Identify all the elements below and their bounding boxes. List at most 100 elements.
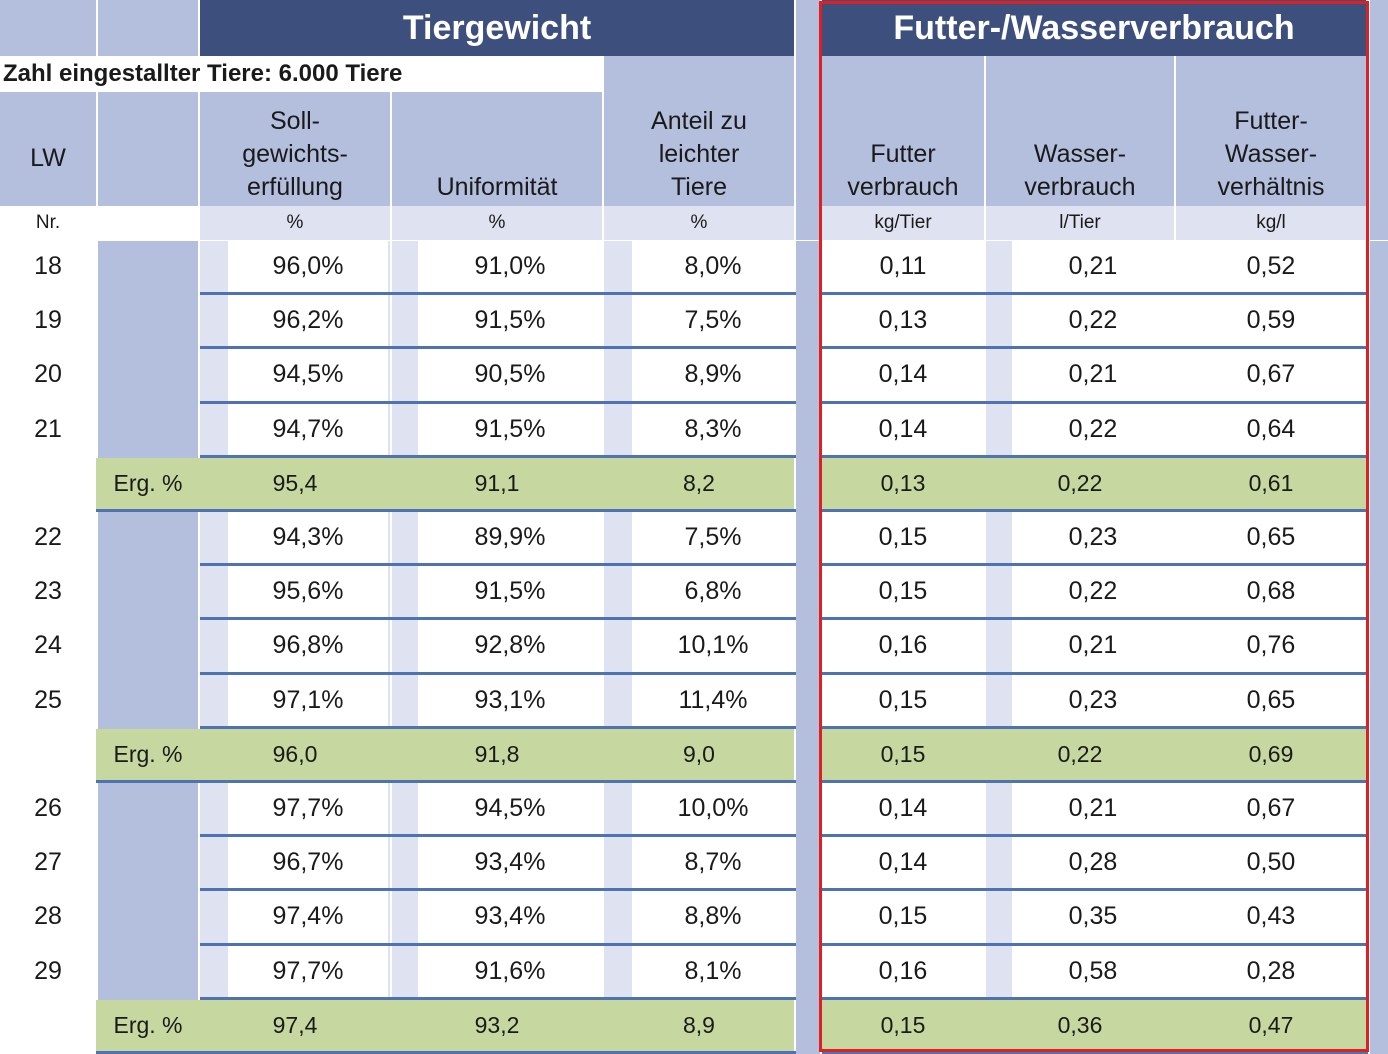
cell-anteil: 8,7% (632, 837, 794, 889)
row-divider (392, 400, 604, 404)
row-divider (392, 563, 604, 567)
cell-wasser: 0,22 (1012, 566, 1174, 618)
table-row: 20 94,5% 90,5% 8,9% 0,14 0,21 0,67 (0, 349, 1388, 404)
row-right-edge (1370, 620, 1388, 675)
cell-anteil: 8,8% (632, 891, 794, 943)
row-divider (200, 346, 392, 350)
row-right-edge (1370, 783, 1388, 838)
unit-soll: % (200, 206, 390, 240)
row-divider (1176, 292, 1368, 296)
row-divider (986, 617, 1176, 621)
title-bar-left-lbl (98, 0, 198, 56)
label-column (98, 783, 198, 838)
cell-futter: 0,15 (822, 512, 984, 564)
cell-verh: 0,28 (1176, 945, 1366, 997)
row-divider (986, 454, 1176, 458)
cell-wasser: 0,28 (1012, 837, 1174, 889)
row-divider (392, 888, 604, 892)
row-right-edge (1370, 999, 1388, 1054)
row-gap (796, 674, 820, 729)
row-divider (604, 563, 796, 567)
label-column (98, 620, 198, 675)
row-divider (986, 942, 1176, 946)
row-divider (1176, 996, 1368, 1000)
label-column (98, 295, 198, 350)
row-right-edge (1370, 403, 1388, 458)
row-divider (200, 454, 392, 458)
row-divider (200, 400, 392, 404)
row-divider (392, 834, 604, 838)
summary-band-right (822, 728, 1366, 780)
unit-nr: Nr. (0, 206, 96, 240)
label-column (98, 349, 198, 404)
row-divider (392, 725, 604, 729)
row-divider (392, 671, 604, 675)
unit-futter: kg/Tier (822, 206, 984, 240)
summary-cell-verh: 0,69 (1248, 740, 1294, 767)
lw-number: 18 (0, 241, 96, 293)
summary-cell-soll: 97,4 (272, 1011, 318, 1038)
lw-number: 21 (0, 403, 96, 455)
row-divider (604, 888, 796, 892)
row-divider (986, 563, 1176, 567)
label-column (98, 403, 198, 458)
cell-anteil: 6,8% (632, 566, 794, 618)
row-divider (392, 617, 604, 621)
cell-futter: 0,14 (822, 783, 984, 835)
summary-cell-verh: 0,47 (1248, 1011, 1294, 1038)
row-divider (604, 617, 796, 621)
row-divider (986, 292, 1176, 296)
cell-soll: 96,7% (228, 837, 388, 889)
table-row: 18 96,0% 91,0% 8,0% 0,11 0,21 0,52 (0, 241, 1388, 296)
cell-anteil: 8,9% (632, 349, 794, 401)
label-column (98, 674, 198, 729)
summary-cell-wasser: 0,36 (1057, 1011, 1103, 1038)
row-divider (200, 834, 392, 838)
cell-verh: 0,50 (1176, 837, 1366, 889)
row-divider (822, 400, 986, 404)
unit-wasser: l/Tier (986, 206, 1174, 240)
row-gap (796, 728, 820, 783)
row-divider (200, 617, 392, 621)
row-divider (822, 725, 986, 729)
summary-cell-uniform: 91,8 (474, 740, 520, 767)
cell-uniform: 89,9% (418, 512, 602, 564)
row-right-edge (1370, 241, 1388, 296)
cell-futter: 0,14 (822, 403, 984, 455)
row-gap (796, 837, 820, 892)
units-right-edge (1370, 206, 1388, 240)
cell-uniform: 94,5% (418, 783, 602, 835)
row-right-edge (1370, 945, 1388, 1000)
cell-futter: 0,16 (822, 620, 984, 672)
cell-soll: 94,7% (228, 403, 388, 455)
header-wasser: Wasser- verbrauch (1024, 140, 1136, 201)
summary-band-left (96, 999, 794, 1051)
table-row: 19 96,2% 91,5% 7,5% 0,13 0,22 0,59 (0, 295, 1388, 350)
row-divider (392, 996, 604, 1000)
row-right-edge (1370, 837, 1388, 892)
summary-band-right (822, 999, 1366, 1051)
summary-cell-wasser: 0,22 (1057, 740, 1103, 767)
row-right-edge (1370, 891, 1388, 946)
summary-cell-uniform: 91,1 (474, 469, 520, 496)
cell-verh: 0,59 (1176, 295, 1366, 347)
cell-wasser: 0,58 (1012, 945, 1174, 997)
row-gap (796, 945, 820, 1000)
row-divider (1176, 942, 1368, 946)
row-divider (604, 454, 796, 458)
lw-number: 22 (0, 512, 96, 564)
cell-soll: 97,7% (228, 945, 388, 997)
cell-soll: 95,6% (228, 566, 388, 618)
header-soll: Soll- gewichts- erfüllung (242, 107, 348, 201)
lw-number: 23 (0, 566, 96, 618)
cell-wasser: 0,21 (1012, 241, 1174, 293)
row-divider (604, 942, 796, 946)
row-divider (1176, 834, 1368, 838)
row-divider (822, 779, 1368, 783)
summary-row: Erg. % 96,0 91,8 9,0 0,15 0,22 0,69 (0, 728, 1388, 783)
cell-futter: 0,16 (822, 945, 984, 997)
row-right-edge (1370, 512, 1388, 567)
cell-uniform: 91,6% (418, 945, 602, 997)
row-divider (986, 888, 1176, 892)
cell-wasser: 0,23 (1012, 674, 1174, 726)
